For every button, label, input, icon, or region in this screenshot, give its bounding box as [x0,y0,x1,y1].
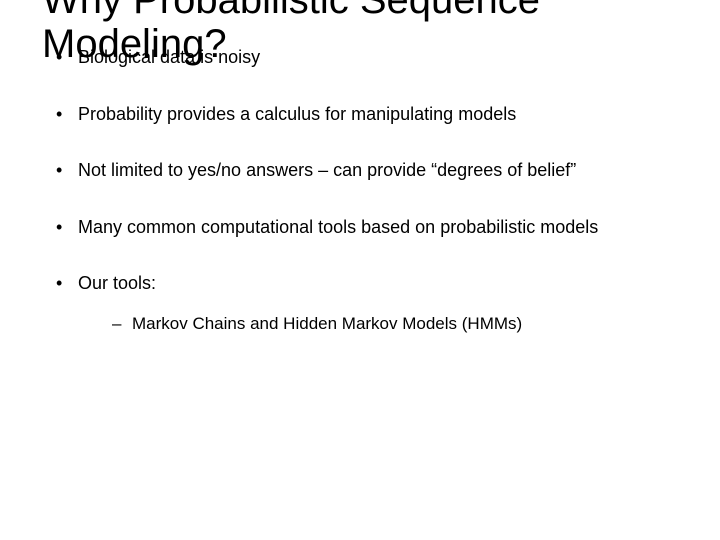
bullet-item: Probability provides a calculus for mani… [48,103,668,126]
bullet-item: Our tools: Markov Chains and Hidden Mark… [48,272,668,334]
sub-bullet-list: Markov Chains and Hidden Markov Models (… [78,313,668,334]
slide: Why Probabilistic Sequence Modeling? Bio… [0,0,720,540]
bullet-item: Many common computational tools based on… [48,216,668,239]
bullet-item: Not limited to yes/no answers – can prov… [48,159,668,182]
sub-bullet-item: Markov Chains and Hidden Markov Models (… [78,313,668,334]
slide-body: Biological data is noisy Probability pro… [48,46,668,368]
bullet-list: Biological data is noisy Probability pro… [48,46,668,334]
bullet-item: Biological data is noisy [48,46,668,69]
bullet-text: Our tools: [78,273,156,293]
